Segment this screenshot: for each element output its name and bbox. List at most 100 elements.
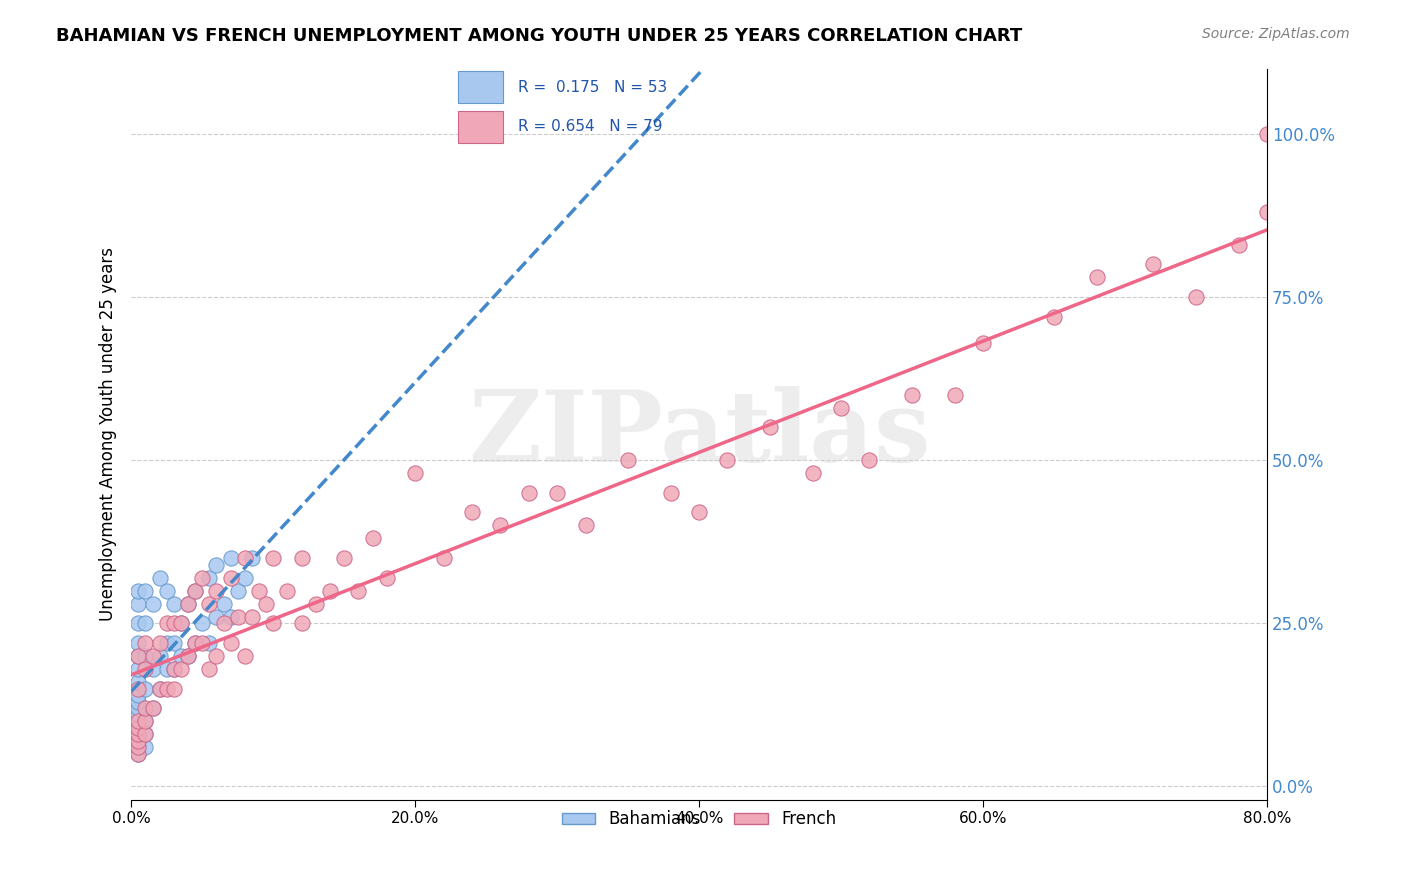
- Point: [134, 714, 156, 729]
- Point: [901, 388, 924, 402]
- Point: [149, 636, 172, 650]
- Legend: Bahamians, French: Bahamians, French: [555, 804, 842, 835]
- Point: [127, 733, 149, 747]
- Point: [276, 583, 298, 598]
- Point: [347, 583, 370, 598]
- Point: [219, 571, 242, 585]
- Point: [170, 616, 193, 631]
- Point: [141, 701, 163, 715]
- Point: [205, 609, 228, 624]
- Point: [226, 583, 249, 598]
- Point: [134, 740, 156, 755]
- Point: [156, 636, 179, 650]
- Point: [141, 701, 163, 715]
- Point: [163, 662, 186, 676]
- Point: [574, 518, 596, 533]
- Point: [177, 597, 200, 611]
- Point: [134, 662, 156, 676]
- Point: [127, 721, 149, 735]
- Point: [219, 551, 242, 566]
- Point: [184, 636, 207, 650]
- Point: [432, 551, 454, 566]
- Text: R =  0.175   N = 53: R = 0.175 N = 53: [519, 80, 668, 95]
- Point: [198, 662, 221, 676]
- Point: [170, 662, 193, 676]
- Point: [149, 648, 172, 663]
- Point: [127, 695, 149, 709]
- Point: [177, 597, 200, 611]
- Point: [291, 551, 314, 566]
- Point: [127, 747, 149, 761]
- Point: [127, 616, 149, 631]
- Point: [127, 636, 149, 650]
- Point: [127, 727, 149, 741]
- Point: [149, 681, 172, 696]
- Point: [127, 662, 149, 676]
- Point: [801, 466, 824, 480]
- Point: [254, 597, 277, 611]
- Point: [226, 609, 249, 624]
- Point: [127, 648, 149, 663]
- Point: [659, 485, 682, 500]
- Point: [141, 662, 163, 676]
- Point: [198, 597, 221, 611]
- Point: [716, 453, 738, 467]
- Point: [1085, 270, 1108, 285]
- Point: [127, 740, 149, 755]
- Point: [127, 707, 149, 722]
- Point: [1227, 237, 1250, 252]
- Text: R = 0.654   N = 79: R = 0.654 N = 79: [519, 120, 662, 134]
- Point: [134, 636, 156, 650]
- Point: [333, 551, 356, 566]
- Point: [156, 583, 179, 598]
- Point: [127, 740, 149, 755]
- Point: [141, 597, 163, 611]
- Point: [127, 675, 149, 690]
- Point: [233, 571, 256, 585]
- Point: [1185, 290, 1208, 304]
- Point: [163, 597, 186, 611]
- Point: [219, 636, 242, 650]
- Point: [127, 583, 149, 598]
- Point: [361, 532, 384, 546]
- Point: [184, 583, 207, 598]
- FancyBboxPatch shape: [457, 71, 503, 103]
- Y-axis label: Unemployment Among Youth under 25 years: Unemployment Among Youth under 25 years: [100, 247, 117, 621]
- Point: [262, 551, 284, 566]
- Point: [163, 681, 186, 696]
- Point: [127, 688, 149, 702]
- Point: [198, 571, 221, 585]
- Point: [191, 616, 214, 631]
- Point: [170, 648, 193, 663]
- Point: [127, 701, 149, 715]
- Point: [184, 583, 207, 598]
- Point: [149, 681, 172, 696]
- Point: [1256, 205, 1278, 219]
- Point: [127, 721, 149, 735]
- Point: [177, 648, 200, 663]
- Point: [134, 648, 156, 663]
- Point: [127, 727, 149, 741]
- Point: [205, 648, 228, 663]
- Point: [127, 714, 149, 729]
- Point: [205, 583, 228, 598]
- Point: [617, 453, 640, 467]
- Point: [134, 616, 156, 631]
- Point: [233, 648, 256, 663]
- Point: [688, 505, 710, 519]
- Point: [177, 648, 200, 663]
- Point: [205, 558, 228, 572]
- Text: BAHAMIAN VS FRENCH UNEMPLOYMENT AMONG YOUTH UNDER 25 YEARS CORRELATION CHART: BAHAMIAN VS FRENCH UNEMPLOYMENT AMONG YO…: [56, 27, 1022, 45]
- Point: [156, 616, 179, 631]
- Point: [127, 681, 149, 696]
- Point: [127, 597, 149, 611]
- Point: [1043, 310, 1066, 324]
- Point: [943, 388, 966, 402]
- Point: [262, 616, 284, 631]
- Point: [240, 609, 263, 624]
- Point: [163, 636, 186, 650]
- Point: [546, 485, 568, 500]
- Point: [134, 583, 156, 598]
- Point: [212, 597, 235, 611]
- Point: [461, 505, 484, 519]
